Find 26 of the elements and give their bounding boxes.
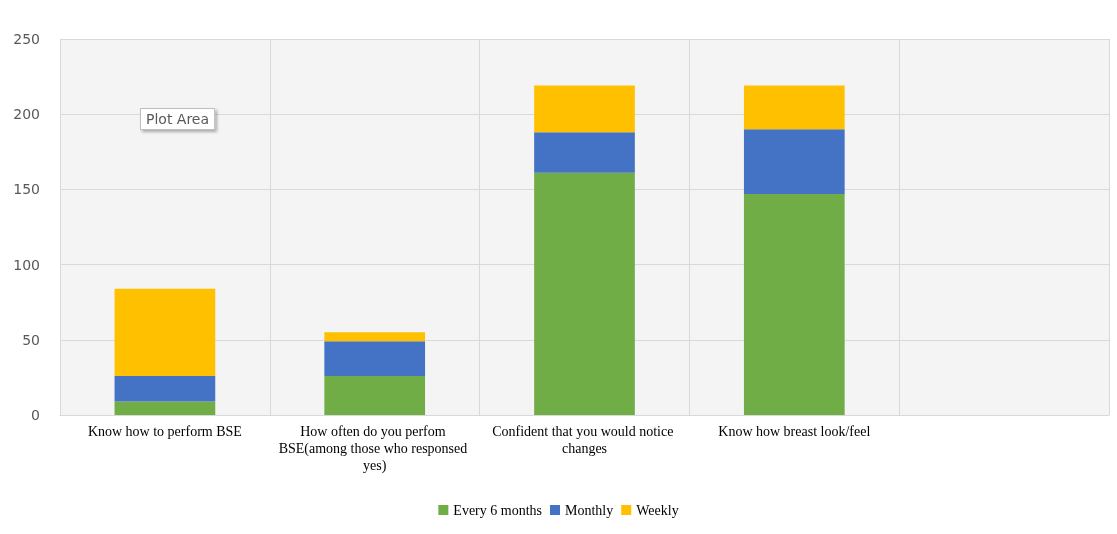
bar bbox=[534, 85, 635, 133]
y-tick-label: 250 bbox=[13, 31, 40, 47]
bar bbox=[534, 132, 635, 173]
bar bbox=[743, 85, 845, 130]
bar bbox=[324, 341, 426, 376]
legend-label: Every 6 months bbox=[453, 502, 543, 518]
y-tick-label: 200 bbox=[13, 106, 40, 123]
legend-label: Weekly bbox=[636, 502, 679, 518]
bar bbox=[534, 172, 635, 415]
bar bbox=[114, 288, 216, 376]
annotation: Plot Area bbox=[146, 111, 210, 127]
bar bbox=[324, 375, 426, 415]
y-tick-label: 100 bbox=[13, 256, 40, 273]
bar bbox=[743, 193, 845, 415]
legend-label: Monthly bbox=[565, 502, 614, 518]
y-tick-label: 50 bbox=[22, 331, 40, 348]
bar bbox=[324, 332, 426, 342]
x-tick-label: How often do you perfom BSE(among those who responsed yes) bbox=[278, 424, 471, 474]
x-tick-label: Know how to perform BSE bbox=[87, 424, 242, 439]
bar bbox=[114, 375, 216, 402]
y-tick-label: 150 bbox=[13, 181, 40, 198]
x-tick-label: Know how breast look/feel bbox=[718, 424, 871, 439]
bar bbox=[743, 129, 845, 194]
y-tick-label: 0 bbox=[31, 407, 40, 423]
bar bbox=[114, 401, 216, 415]
x-tick-label: Confident that you would notice changes bbox=[492, 424, 677, 456]
